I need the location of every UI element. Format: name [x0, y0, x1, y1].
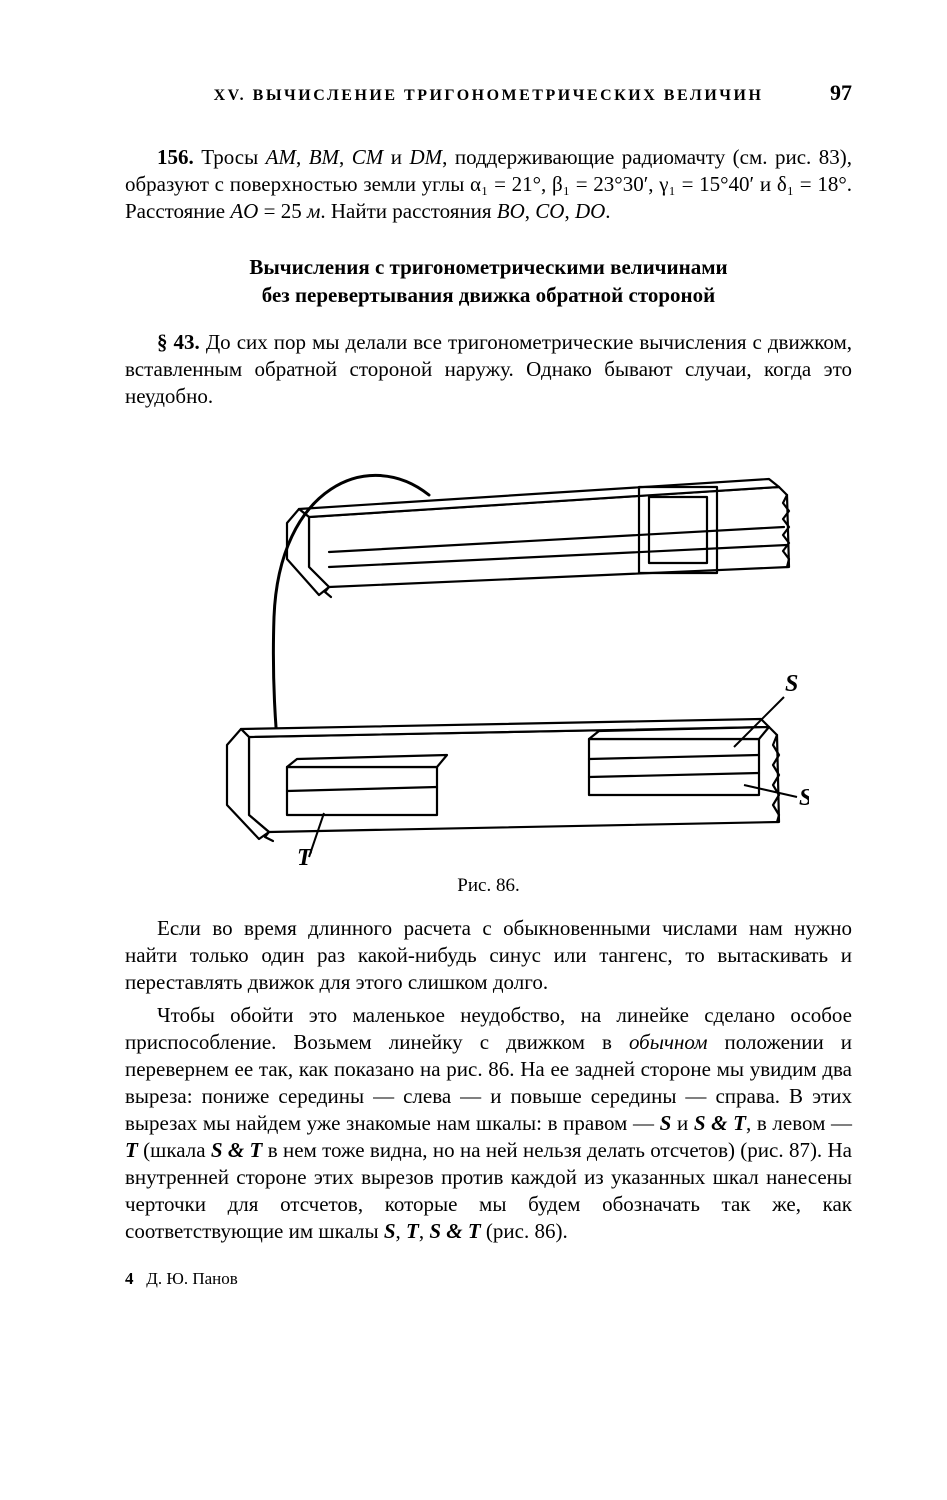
page-number: 97	[812, 80, 852, 106]
running-head: XV. ВЫЧИСЛЕНИЕ ТРИГОНОМЕТРИЧЕСКИХ ВЕЛИЧИ…	[125, 80, 852, 106]
scale-SandT-2: S & T	[211, 1138, 263, 1162]
problem-number: 156.	[157, 145, 194, 169]
segment-BO: BO	[497, 199, 525, 223]
segment-AO: AO	[230, 199, 258, 223]
text: ,	[564, 199, 575, 223]
segment-DO: DO	[575, 199, 605, 223]
scale-S: S	[660, 1111, 672, 1135]
scale-T: T	[125, 1138, 138, 1162]
unit-m: м	[307, 199, 320, 223]
figure-caption: Рис. 86.	[125, 875, 852, 897]
author-name: Д. Ю. Панов	[146, 1269, 238, 1288]
scale-SandT: S & T	[694, 1111, 746, 1135]
subheading-line2: без перевертывания движка обратной сторо…	[125, 281, 852, 309]
sheet-signature: 4 Д. Ю. Панов	[125, 1269, 852, 1289]
segment-CO: CO	[535, 199, 564, 223]
segment-CM: CM	[352, 145, 384, 169]
paragraph-after-fig-1: Если во время длинного расчета с обыкнов…	[125, 915, 852, 996]
text: ,	[396, 1219, 407, 1243]
text: ,	[419, 1219, 430, 1243]
label-SandT: S&T	[799, 785, 809, 811]
scale-SandT-3: S & T	[429, 1219, 480, 1243]
label-S: S	[785, 671, 798, 697]
paragraph-after-fig-2: Чтобы обойти это маленькое неудобство, н…	[125, 1002, 852, 1246]
slide-rule-diagram: S S&T T	[169, 427, 809, 867]
text: ,	[525, 199, 536, 223]
text: . Найти расстояния	[320, 199, 496, 223]
text: .	[605, 199, 610, 223]
section-marker: § 43.	[157, 330, 200, 354]
running-title: XV. ВЫЧИСЛЕНИЕ ТРИГОНОМЕТРИЧЕСКИХ ВЕЛИЧИ…	[165, 87, 812, 105]
text: и	[383, 145, 409, 169]
page: XV. ВЫЧИСЛЕНИЕ ТРИГОНОМЕТРИЧЕСКИХ ВЕЛИЧИ…	[0, 0, 947, 1500]
scale-T-2: T	[406, 1219, 419, 1243]
paragraph-43: § 43. До сих пор мы делали все тригономе…	[125, 329, 852, 410]
text: и	[671, 1111, 694, 1135]
subheading: Вычисления с тригонометрическими величин…	[125, 253, 852, 310]
problem-156: 156. Тросы AM, BM, CM и DM, поддерживающ…	[125, 144, 852, 225]
text: ,	[296, 145, 309, 169]
segment-BM: BM	[309, 145, 339, 169]
text: ,	[339, 145, 352, 169]
segment-DM: DM	[409, 145, 442, 169]
text: = 25	[258, 199, 307, 223]
figure-86: S S&T T Рис. 86.	[125, 427, 852, 897]
subheading-line1: Вычисления с тригонометрическими величин…	[125, 253, 852, 281]
sheet-number: 4	[125, 1269, 134, 1288]
segment-AM: AM	[266, 145, 296, 169]
text: Тросы	[194, 145, 266, 169]
italic-word: обычном	[629, 1030, 708, 1054]
text: (шкала	[138, 1138, 211, 1162]
label-T: T	[297, 845, 313, 867]
paragraph-text: До сих пор мы делали все тригонометричес…	[125, 330, 852, 408]
scale-S-2: S	[384, 1219, 396, 1243]
text: (рис. 86).	[481, 1219, 568, 1243]
text: , в левом —	[746, 1111, 852, 1135]
